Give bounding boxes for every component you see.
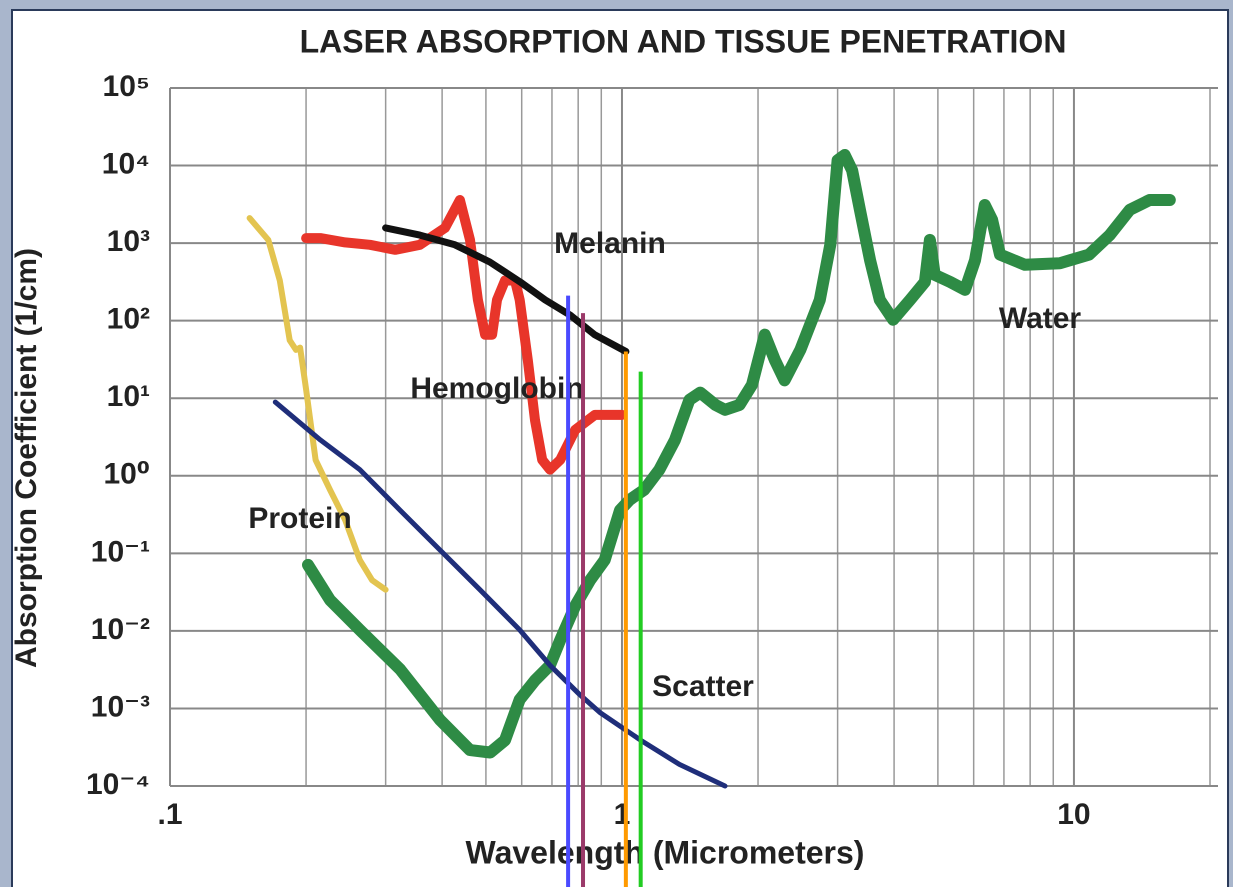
series-line xyxy=(246,215,389,593)
series-label: Protein xyxy=(248,502,351,535)
y-tick-label: 10⁻¹ xyxy=(91,535,150,568)
x-axis-label: Wavelength (Micrometers) xyxy=(466,834,865,870)
series-label: Scatter xyxy=(652,670,754,703)
series-label: Hemoglobin xyxy=(410,372,583,405)
y-tick-label: 10⁻³ xyxy=(91,690,150,723)
y-tick-label: 10⁻² xyxy=(91,613,150,646)
series-label: Melanin xyxy=(554,227,666,260)
series-line xyxy=(382,224,630,355)
y-tick-label: 10² xyxy=(107,303,150,336)
series-line xyxy=(302,149,1176,759)
chart-title: LASER ABSORPTION AND TISSUE PENETRATION xyxy=(300,23,1067,59)
y-axis-label: Absorption Coefficient (1/cm) xyxy=(10,248,43,668)
y-tick-label: 10⁴ xyxy=(102,147,150,180)
x-tick-label: 10 xyxy=(1057,798,1090,831)
y-tick-label: 10⁵ xyxy=(103,70,150,103)
y-tick-label: 10¹ xyxy=(107,380,150,413)
series-line xyxy=(301,195,627,475)
y-tick-label: 10⁰ xyxy=(103,458,150,491)
y-tick-label: 10³ xyxy=(107,225,150,258)
y-tick-label: 10⁻⁴ xyxy=(86,768,150,801)
series-label: Water xyxy=(999,302,1082,335)
x-tick-label: .1 xyxy=(157,798,182,831)
panel xyxy=(11,9,1229,887)
